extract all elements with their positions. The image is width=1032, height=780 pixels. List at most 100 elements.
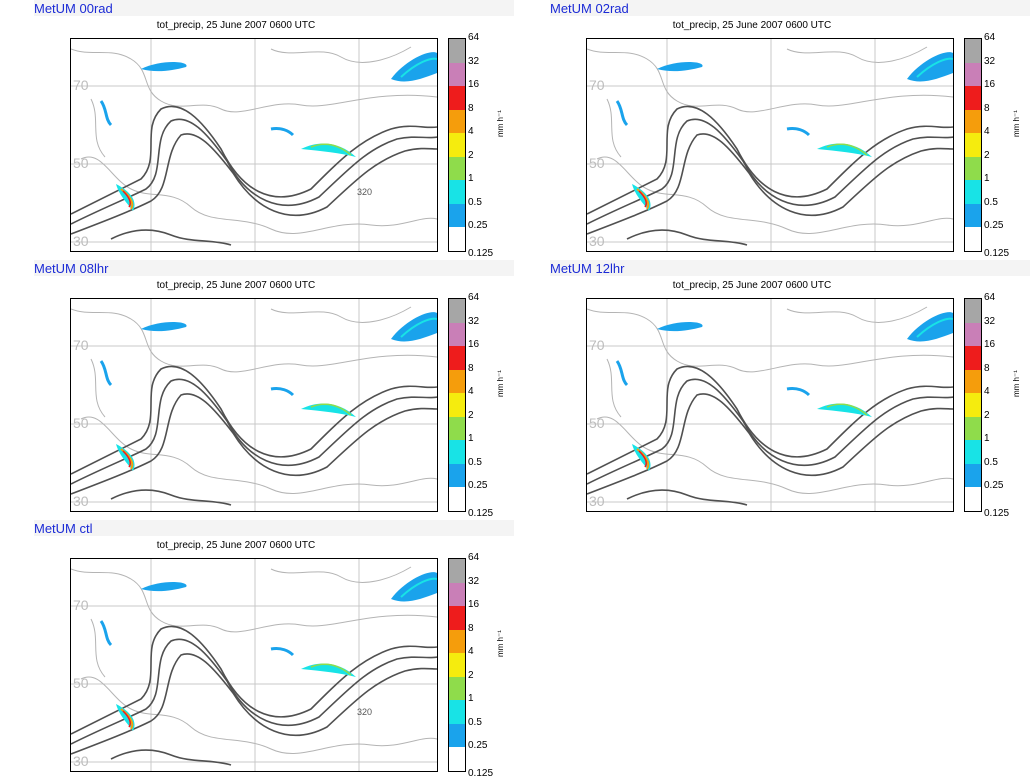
colorbar-tick-label: 4 xyxy=(468,646,474,658)
map-graphics xyxy=(587,39,953,251)
colorbar-tick-label: 0.125 xyxy=(984,248,1010,259)
coastlines xyxy=(71,306,437,494)
precip-map: 70 50 30 xyxy=(586,38,954,252)
colorbar-units: mm h⁻¹ xyxy=(496,370,505,397)
colorbar-segment xyxy=(965,393,981,417)
coastlines xyxy=(71,46,437,234)
precip-map: 70 50 30 xyxy=(586,298,954,512)
colorbar-tick-label: 1 xyxy=(468,433,474,445)
lat-label-30: 30 xyxy=(73,753,89,769)
map-subtitle: tot_precip, 25 June 2007 0600 UTC xyxy=(672,280,832,291)
lat-label-70: 70 xyxy=(589,77,605,93)
map-graphics xyxy=(71,559,437,771)
colorbar-segment xyxy=(449,86,465,110)
colorbar-tick-label: 16 xyxy=(468,79,480,91)
panel-title-bar xyxy=(34,0,514,16)
colorbar-segment xyxy=(449,463,465,488)
colorbar-tick-label: 16 xyxy=(468,599,480,611)
colorbar-tick-label: 32 xyxy=(984,55,996,67)
map-panel-02rad: MetUM 02rad tot_precip, 25 June 2007 060… xyxy=(550,0,1030,259)
precip-swaths xyxy=(99,312,437,471)
colorbar-units: mm h⁻¹ xyxy=(496,630,505,657)
colorbar-tick-label: 0.25 xyxy=(984,480,1004,492)
colorbar-tick-label: 1 xyxy=(984,433,990,445)
contours xyxy=(587,105,953,246)
colorbar-tick-label: 8 xyxy=(468,102,474,114)
colorbar-tick-label: 0.125 xyxy=(984,508,1010,519)
panel-title: MetUM 02rad xyxy=(550,1,629,16)
colorbar-segment xyxy=(449,346,465,370)
precip-map: 70 50 30 xyxy=(70,298,438,512)
map-graphics xyxy=(587,299,953,511)
colorbar-segment xyxy=(449,700,465,724)
colorbar-segment xyxy=(449,39,465,63)
colorbar-segment xyxy=(965,86,981,110)
colorbar-tick-label: 1 xyxy=(468,173,474,185)
colorbar-tick-label: 4 xyxy=(984,126,990,138)
colorbar-tick-label: 0.25 xyxy=(984,220,1004,232)
colorbar-tick-label: 4 xyxy=(468,126,474,138)
colorbar-segment xyxy=(965,322,981,347)
map-graphics xyxy=(71,299,437,511)
colorbar-tick-label: 1 xyxy=(468,693,474,705)
colorbar-tick-label: 0.5 xyxy=(984,456,998,468)
colorbar-segment xyxy=(449,416,465,441)
lat-label-50: 50 xyxy=(73,415,89,431)
colorbar-tick-label: 2 xyxy=(984,149,990,161)
colorbar-tick-label: 0.5 xyxy=(468,196,482,208)
lat-label-70: 70 xyxy=(73,337,89,353)
graticule xyxy=(587,39,953,251)
colorbar-segment xyxy=(965,227,981,251)
colorbar-segment xyxy=(449,582,465,607)
lat-label-50: 50 xyxy=(589,415,605,431)
colorbar-segment xyxy=(965,203,981,228)
precip-map: 70 50 30 320 xyxy=(70,558,438,772)
lat-label-50: 50 xyxy=(589,155,605,171)
lat-label-30: 30 xyxy=(589,233,605,249)
panel-title: MetUM ctl xyxy=(34,521,93,536)
colorbar-segment xyxy=(965,369,981,394)
colorbar-tick-label: 2 xyxy=(468,149,474,161)
colorbar-segment xyxy=(449,180,465,204)
colorbar-tick-label: 32 xyxy=(468,315,480,327)
precip-swaths xyxy=(615,52,953,211)
lat-label-50: 50 xyxy=(73,675,89,691)
map-panel-12lhr: MetUM 12lhr tot_precip, 25 June 2007 060… xyxy=(550,260,1030,519)
panel-title: MetUM 00rad xyxy=(34,1,113,16)
colorbar-segment xyxy=(965,463,981,488)
colorbar-segment xyxy=(965,299,981,323)
lat-label-30: 30 xyxy=(73,493,89,509)
panel-title-bar xyxy=(550,260,1030,276)
colorbar-tick-label: 64 xyxy=(468,292,480,303)
colorbar-tick-label: 0.125 xyxy=(468,508,494,519)
colorbar-tick-label: 2 xyxy=(468,669,474,681)
colorbar-segment xyxy=(965,416,981,441)
colorbar-tick-label: 1 xyxy=(984,173,990,185)
graticule xyxy=(71,299,437,511)
coastlines xyxy=(587,46,953,234)
colorbar-tick-label: 0.5 xyxy=(468,456,482,468)
colorbar-tick-label: 16 xyxy=(984,339,996,351)
colorbar-tick-label: 0.25 xyxy=(468,740,488,752)
colorbar-segment xyxy=(449,440,465,464)
colorbar-units: mm h⁻¹ xyxy=(496,110,505,137)
colorbar-tick-label: 64 xyxy=(984,292,996,303)
colorbar-segment xyxy=(965,440,981,464)
colorbar-segment xyxy=(965,109,981,134)
colorbar-tick-label: 0.125 xyxy=(468,768,494,779)
colorbar-segment xyxy=(449,723,465,748)
colorbar-segment xyxy=(449,156,465,181)
panel-title: MetUM 12lhr xyxy=(550,261,625,276)
map-subtitle: tot_precip, 25 June 2007 0600 UTC xyxy=(156,540,316,551)
panel-title-bar xyxy=(550,0,1030,16)
panel-title: MetUM 08lhr xyxy=(34,261,109,276)
colorbar-segment xyxy=(449,629,465,654)
lat-label-30: 30 xyxy=(73,233,89,249)
colorbar-segment xyxy=(449,487,465,511)
colorbar-segment xyxy=(449,133,465,157)
colorbar-segment xyxy=(449,653,465,677)
colorbar-segment xyxy=(449,606,465,630)
colorbar-segment xyxy=(965,487,981,511)
coastlines xyxy=(587,306,953,494)
contours xyxy=(71,625,437,766)
